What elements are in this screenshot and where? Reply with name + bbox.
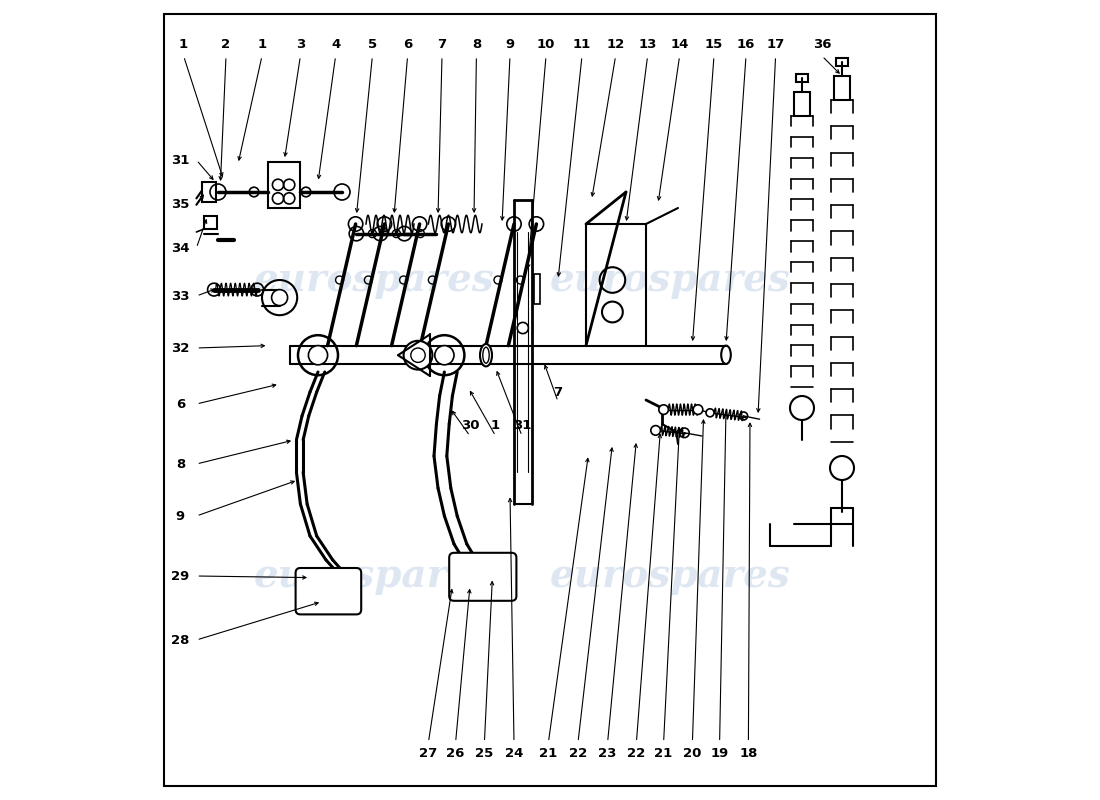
Text: eurospares: eurospares xyxy=(254,557,494,595)
Text: 21: 21 xyxy=(539,747,558,760)
Text: 20: 20 xyxy=(683,747,702,760)
Text: 6: 6 xyxy=(176,398,185,410)
Text: 3: 3 xyxy=(296,38,305,50)
Text: 30: 30 xyxy=(461,419,480,432)
Text: 8: 8 xyxy=(472,38,481,50)
Text: 27: 27 xyxy=(419,747,438,760)
Text: 2: 2 xyxy=(221,38,231,50)
Bar xyxy=(794,92,810,116)
Text: 14: 14 xyxy=(670,38,689,50)
Text: 9: 9 xyxy=(176,510,185,522)
Text: 10: 10 xyxy=(537,38,556,50)
Text: 19: 19 xyxy=(711,747,728,760)
Text: 13: 13 xyxy=(638,38,657,50)
Text: 12: 12 xyxy=(606,38,625,50)
Circle shape xyxy=(830,456,854,480)
Circle shape xyxy=(693,405,703,414)
Text: eurospares: eurospares xyxy=(550,261,791,299)
Text: 11: 11 xyxy=(573,38,591,50)
Circle shape xyxy=(651,426,660,435)
Bar xyxy=(834,76,850,100)
Text: 35: 35 xyxy=(172,198,189,210)
Ellipse shape xyxy=(480,344,492,366)
Text: 25: 25 xyxy=(475,747,494,760)
Text: 22: 22 xyxy=(569,747,587,760)
Text: 6: 6 xyxy=(403,38,412,50)
Bar xyxy=(836,58,848,66)
Circle shape xyxy=(272,290,287,306)
Bar xyxy=(205,216,217,229)
Text: 1: 1 xyxy=(257,38,266,50)
Text: 9: 9 xyxy=(505,38,515,50)
Bar xyxy=(795,74,808,82)
Text: 26: 26 xyxy=(447,747,465,760)
Circle shape xyxy=(308,346,328,365)
Text: 23: 23 xyxy=(598,747,617,760)
Text: eurospares: eurospares xyxy=(254,261,494,299)
Bar xyxy=(268,162,300,208)
Text: 28: 28 xyxy=(172,634,189,646)
Bar xyxy=(534,274,540,304)
Circle shape xyxy=(790,396,814,420)
Text: eurospares: eurospares xyxy=(550,557,791,595)
Text: 31: 31 xyxy=(172,154,189,166)
Text: 31: 31 xyxy=(513,419,531,432)
Text: 32: 32 xyxy=(172,342,189,354)
Text: 34: 34 xyxy=(172,242,189,254)
FancyBboxPatch shape xyxy=(449,553,516,601)
Text: 7: 7 xyxy=(438,38,447,50)
Bar xyxy=(202,182,217,202)
Text: 15: 15 xyxy=(705,38,723,50)
FancyBboxPatch shape xyxy=(296,568,361,614)
Text: 1: 1 xyxy=(179,38,188,50)
Text: 17: 17 xyxy=(767,38,784,50)
Text: 36: 36 xyxy=(813,38,832,50)
Text: 21: 21 xyxy=(654,747,673,760)
Circle shape xyxy=(659,405,669,414)
Circle shape xyxy=(434,346,454,365)
Text: 7: 7 xyxy=(553,386,562,398)
Text: 18: 18 xyxy=(739,747,758,760)
Text: 5: 5 xyxy=(367,38,377,50)
Text: 4: 4 xyxy=(331,38,340,50)
Text: 24: 24 xyxy=(505,747,524,760)
Text: 1: 1 xyxy=(491,419,501,432)
Text: 22: 22 xyxy=(627,747,646,760)
Text: 33: 33 xyxy=(172,290,189,302)
Text: 8: 8 xyxy=(176,458,185,470)
Text: 16: 16 xyxy=(737,38,756,50)
Circle shape xyxy=(404,341,432,370)
Circle shape xyxy=(706,409,714,417)
Text: 29: 29 xyxy=(172,570,189,582)
